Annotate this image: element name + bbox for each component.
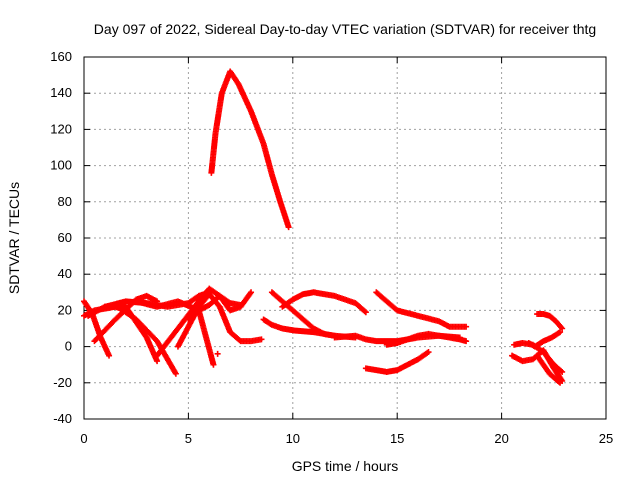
y-tick-label: -20 <box>53 375 72 390</box>
series-arc-14 <box>279 289 369 316</box>
data-point <box>285 224 292 231</box>
y-tick-label: 160 <box>50 49 72 64</box>
data-point <box>210 361 217 368</box>
x-tick-label: 5 <box>185 431 192 446</box>
series-arc-22 <box>534 352 564 386</box>
x-tick-label: 0 <box>80 431 87 446</box>
data-point <box>557 367 564 374</box>
data-point <box>557 379 564 386</box>
series-arc-17 <box>373 289 470 330</box>
x-tick-label: 25 <box>599 431 613 446</box>
data-point <box>362 309 369 316</box>
data-point <box>463 323 470 330</box>
series-arc-23 <box>534 311 566 332</box>
x-tick-label: 20 <box>494 431 508 446</box>
y-tick-label: 100 <box>50 158 72 173</box>
y-tick-label: 0 <box>65 339 72 354</box>
x-axis-label: GPS time / hours <box>292 458 399 474</box>
data-point <box>106 352 113 359</box>
series-arc-16 <box>362 349 432 375</box>
data-point <box>214 350 221 357</box>
data-point <box>559 325 566 332</box>
data-point <box>559 368 566 375</box>
y-tick-label: 80 <box>58 194 72 209</box>
grid-lines <box>84 57 606 419</box>
data-point <box>557 329 564 336</box>
y-tick-label: 60 <box>58 230 72 245</box>
data-point <box>258 336 265 343</box>
y-tick-label: -40 <box>53 411 72 426</box>
data-point <box>154 358 161 365</box>
series-arc-0 <box>208 68 292 231</box>
data-point <box>248 289 255 296</box>
y-axis-label: SDTVAR / TECUs <box>6 182 22 294</box>
x-tick-label: 15 <box>390 431 404 446</box>
y-tick-label: 40 <box>58 266 72 281</box>
x-tick-label: 10 <box>286 431 300 446</box>
data-point <box>237 301 244 308</box>
data-points <box>81 68 566 386</box>
series-arc-10 <box>185 292 244 323</box>
series-arc-18 <box>383 330 470 348</box>
series-arc-21 <box>525 329 564 350</box>
y-tick-label: 140 <box>50 85 72 100</box>
data-point <box>361 308 368 315</box>
y-axis-ticks: -40 -20 0 20 40 60 80 100 120 140 160 <box>50 49 606 426</box>
chart-title: Day 097 of 2022, Sidereal Day-to-day VTE… <box>94 21 596 37</box>
data-point <box>556 378 563 385</box>
series-arc-11 <box>214 350 221 357</box>
y-tick-label: 20 <box>58 302 72 317</box>
y-tick-label: 120 <box>50 121 72 136</box>
data-point <box>172 370 179 377</box>
data-point <box>463 338 470 345</box>
x-axis-ticks: 0 5 10 15 20 25 <box>80 57 613 446</box>
data-point <box>425 349 432 356</box>
